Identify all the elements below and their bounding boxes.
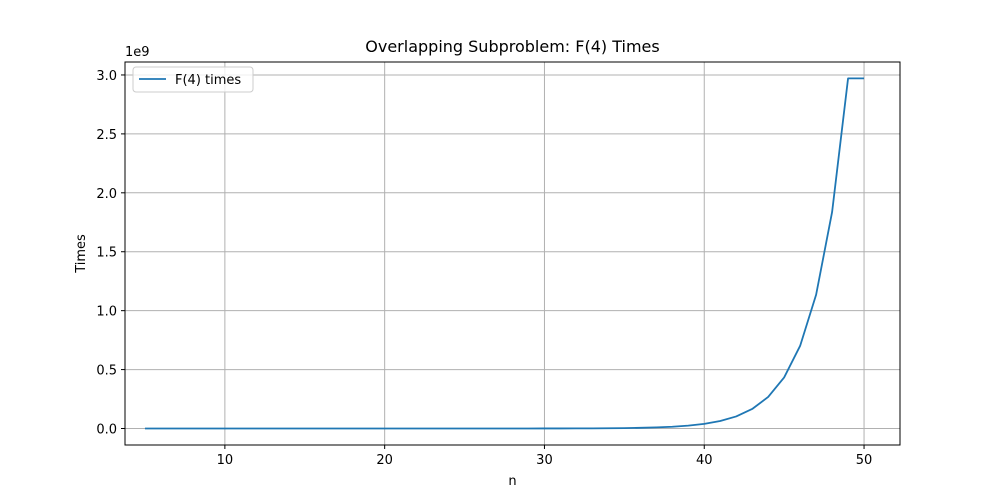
y-tick-label: 1.0 bbox=[96, 305, 117, 320]
chart-title: Overlapping Subproblem: F(4) Times bbox=[365, 37, 659, 56]
x-tick-label: 30 bbox=[536, 453, 553, 468]
grid-layer bbox=[125, 62, 900, 445]
x-tick-label: 40 bbox=[696, 453, 713, 468]
y-tick-label: 1.5 bbox=[96, 246, 117, 261]
y-tick-label: 2.5 bbox=[96, 128, 117, 143]
y-tick-label: 0.0 bbox=[96, 423, 117, 438]
y-tick-label: 0.5 bbox=[96, 364, 117, 379]
x-tick-label: 20 bbox=[376, 453, 393, 468]
legend-label: F(4) times bbox=[175, 73, 241, 88]
series-line-f4-times bbox=[144, 77, 865, 430]
legend-box bbox=[132, 66, 254, 93]
x-tick-label: 10 bbox=[217, 453, 234, 468]
line-layer bbox=[144, 77, 865, 430]
y-axis-offset-text: 1e9 bbox=[125, 45, 150, 60]
y-tick-label: 3.0 bbox=[96, 69, 117, 84]
x-axis-label: n bbox=[508, 474, 516, 489]
tick-layer: 10 20 30 40 50 0.0 0.5 1.0 1.5 2.0 2.5 3.0 bbox=[96, 69, 872, 468]
legend: F(4) times bbox=[132, 66, 254, 93]
y-axis-label: Times bbox=[74, 234, 89, 274]
plot-frame bbox=[124, 61, 901, 446]
x-tick-label: 50 bbox=[856, 453, 873, 468]
y-tick-label: 2.0 bbox=[96, 187, 117, 202]
